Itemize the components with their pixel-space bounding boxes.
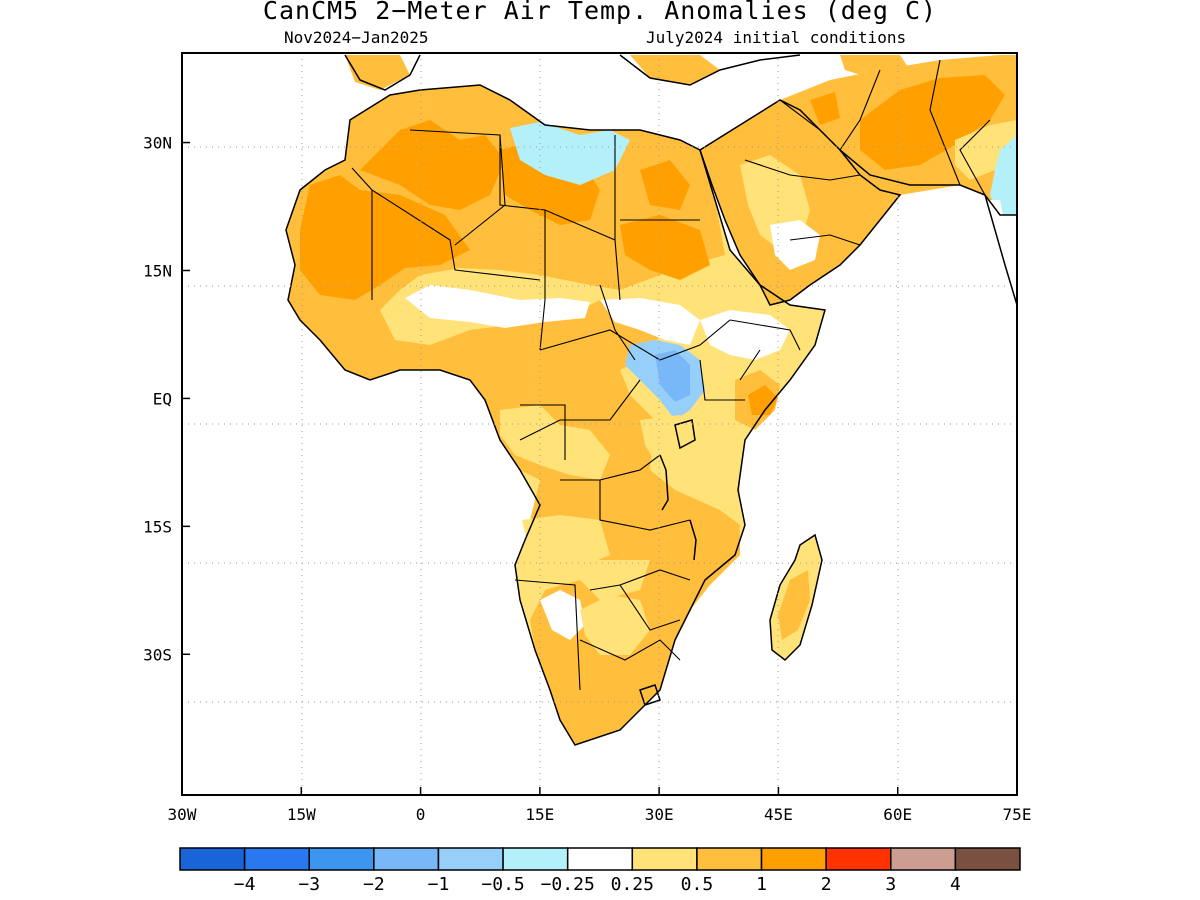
lat-tick-label: 15S <box>143 517 172 536</box>
lon-tick-label: 0 <box>416 805 426 824</box>
colorbar-label: −0.5 <box>481 874 524 895</box>
lake-tanganyika <box>659 454 669 511</box>
region-west-sahara-core <box>300 175 470 300</box>
europe-coastline-east <box>619 54 801 86</box>
colorbar-swatch <box>890 847 957 871</box>
colorbar-swatch <box>502 847 569 871</box>
region-egypt-core <box>640 160 690 210</box>
latitude-axis: 30N 15N EQ 15S 30S <box>143 134 190 664</box>
lon-tick-label: 75E <box>1003 805 1032 824</box>
region-algeria-core <box>360 120 505 210</box>
lon-tick-label: 45E <box>764 805 793 824</box>
region-sudan-core <box>620 215 710 280</box>
colorbar-label: 2 <box>821 874 832 895</box>
colorbar: −4 −3 −2 −1 −0.5 −0.25 0.25 0.5 1 2 3 4 <box>179 847 1021 895</box>
region-namibia-white <box>540 590 585 640</box>
region-yemen-white <box>770 220 820 270</box>
land-shading <box>286 55 1017 745</box>
region-europe-strip-east <box>630 55 720 85</box>
lat-tick-label: EQ <box>153 389 172 408</box>
colorbar-swatch <box>373 847 440 871</box>
colorbar-label: −3 <box>298 874 320 895</box>
region-ethiopia-white <box>700 310 790 360</box>
lat-tick-label: 15N <box>143 261 172 280</box>
region-botswana-pale <box>580 595 650 655</box>
colorbar-swatch <box>825 847 892 871</box>
india-coastline <box>984 194 1017 306</box>
lat-tick-label: 30N <box>143 134 172 153</box>
initial-conditions: July2024 initial conditions <box>646 28 907 47</box>
colorbar-label: −0.25 <box>541 874 595 895</box>
colorbar-swatch <box>566 847 634 871</box>
region-mozambique-orange <box>650 530 740 620</box>
arabia-coastline <box>699 99 902 306</box>
europe-coastline <box>344 54 421 91</box>
colorbar-label: −4 <box>234 874 256 895</box>
region-pakistan-pale <box>955 120 1017 180</box>
africa-coastline <box>285 84 826 746</box>
lesotho-border <box>639 684 661 706</box>
lon-tick-label: 15W <box>287 805 316 824</box>
colorbar-label: 0.5 <box>681 874 714 895</box>
region-angola-pale <box>522 515 610 565</box>
chart-title: CanCM5 2−Meter Air Temp. Anomalies (deg … <box>262 0 938 25</box>
region-madagascar-core <box>778 570 810 640</box>
region-congo-pale <box>500 405 610 480</box>
region-chad-white <box>600 298 700 345</box>
lake-malawi <box>689 519 697 561</box>
forecast-period: Nov2024−Jan2025 <box>284 28 429 47</box>
colorbar-label: 4 <box>950 874 961 895</box>
region-somalia-core <box>748 385 778 415</box>
colorbar-label: 1 <box>756 874 767 895</box>
lon-tick-label: 60E <box>883 805 912 824</box>
colorbar-label: 0.25 <box>611 874 654 895</box>
region-iraq-core <box>810 92 840 125</box>
colorbar-swatch <box>437 847 504 871</box>
colorbar-swatch <box>179 847 246 871</box>
lake-victoria <box>674 419 696 450</box>
colorbar-label: −2 <box>363 874 385 895</box>
colorbar-swatch <box>243 847 310 871</box>
region-caucasus <box>840 55 910 78</box>
region-south-africa-orange <box>565 655 665 735</box>
longitude-axis: 30W 15W 0 15E 30E 45E 60E 75E <box>168 787 1032 824</box>
region-uganda-blue <box>655 350 690 402</box>
country-borders <box>351 59 991 691</box>
colorbar-label: 3 <box>885 874 896 895</box>
madagascar-coastline <box>769 533 823 661</box>
colorbar-swatch <box>696 847 763 871</box>
colorbar-swatch <box>954 847 1021 871</box>
lat-tick-label: 30S <box>143 645 172 664</box>
map-frame <box>181 52 1018 796</box>
lon-tick-label: 30W <box>168 805 197 824</box>
colorbar-swatch <box>308 847 375 871</box>
region-iran-core <box>860 75 1005 170</box>
lon-tick-label: 30E <box>645 805 674 824</box>
colorbar-swatch <box>760 847 827 871</box>
colorbar-swatch <box>631 847 698 871</box>
region-india-blue <box>990 135 1017 215</box>
region-india-white <box>980 200 1017 310</box>
region-tanzania-pale <box>640 415 740 505</box>
colorbar-label: −1 <box>428 874 450 895</box>
lon-tick-label: 15E <box>525 805 554 824</box>
grid-lines <box>182 53 1017 795</box>
